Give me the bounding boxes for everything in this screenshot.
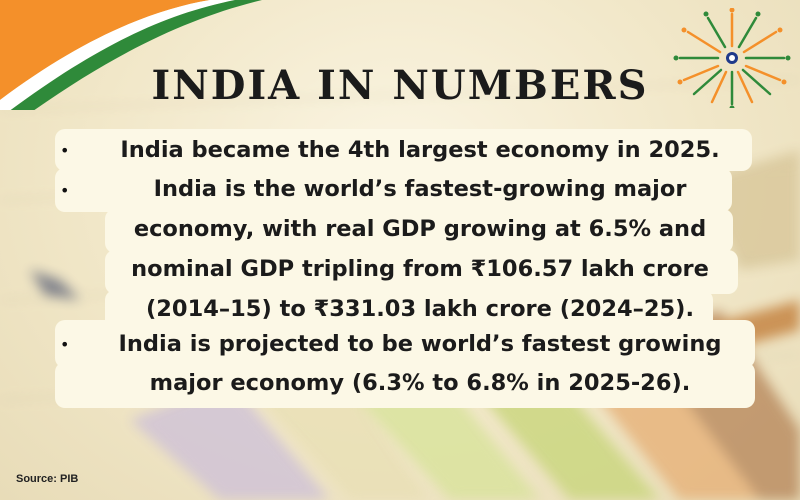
- text-panel-row-6: [55, 320, 755, 368]
- text-panel-row-3: [105, 209, 733, 253]
- bullet-1-line-1: India became the 4th largest economy in …: [120, 137, 720, 163]
- bullet-3-line-1: India is projected to be world’s fastest…: [118, 331, 722, 357]
- bullet-3-line-2: major economy (6.3% to 6.8% in 2025-26).: [149, 370, 691, 396]
- fireworks-icon: [673, 8, 791, 108]
- bullet-marker-1: •: [60, 141, 70, 160]
- page-title: INDIA IN NUMBERS: [151, 62, 649, 109]
- bullet-marker-2: •: [60, 181, 70, 200]
- text-panel-row-7: [55, 362, 755, 408]
- text-panel-row-4: [105, 250, 738, 294]
- bullet-2-line-4: (2014–15) to ₹331.03 lakh crore (2024–25…: [145, 296, 695, 322]
- bullet-2-line-2: economy, with real GDP growing at 6.5% a…: [133, 216, 707, 242]
- bullet-2-line-1: India is the world’s fastest-growing maj…: [153, 176, 687, 202]
- text-panel-row-1: [55, 129, 752, 171]
- bullet-marker-3: •: [60, 335, 70, 354]
- tricolor-ribbon: [0, 0, 262, 110]
- text-panel-row-2: [55, 168, 732, 212]
- bullet-2-line-3: nominal GDP tripling from ₹106.57 lakh c…: [131, 256, 709, 282]
- source-credit: Source: PIB: [16, 473, 79, 485]
